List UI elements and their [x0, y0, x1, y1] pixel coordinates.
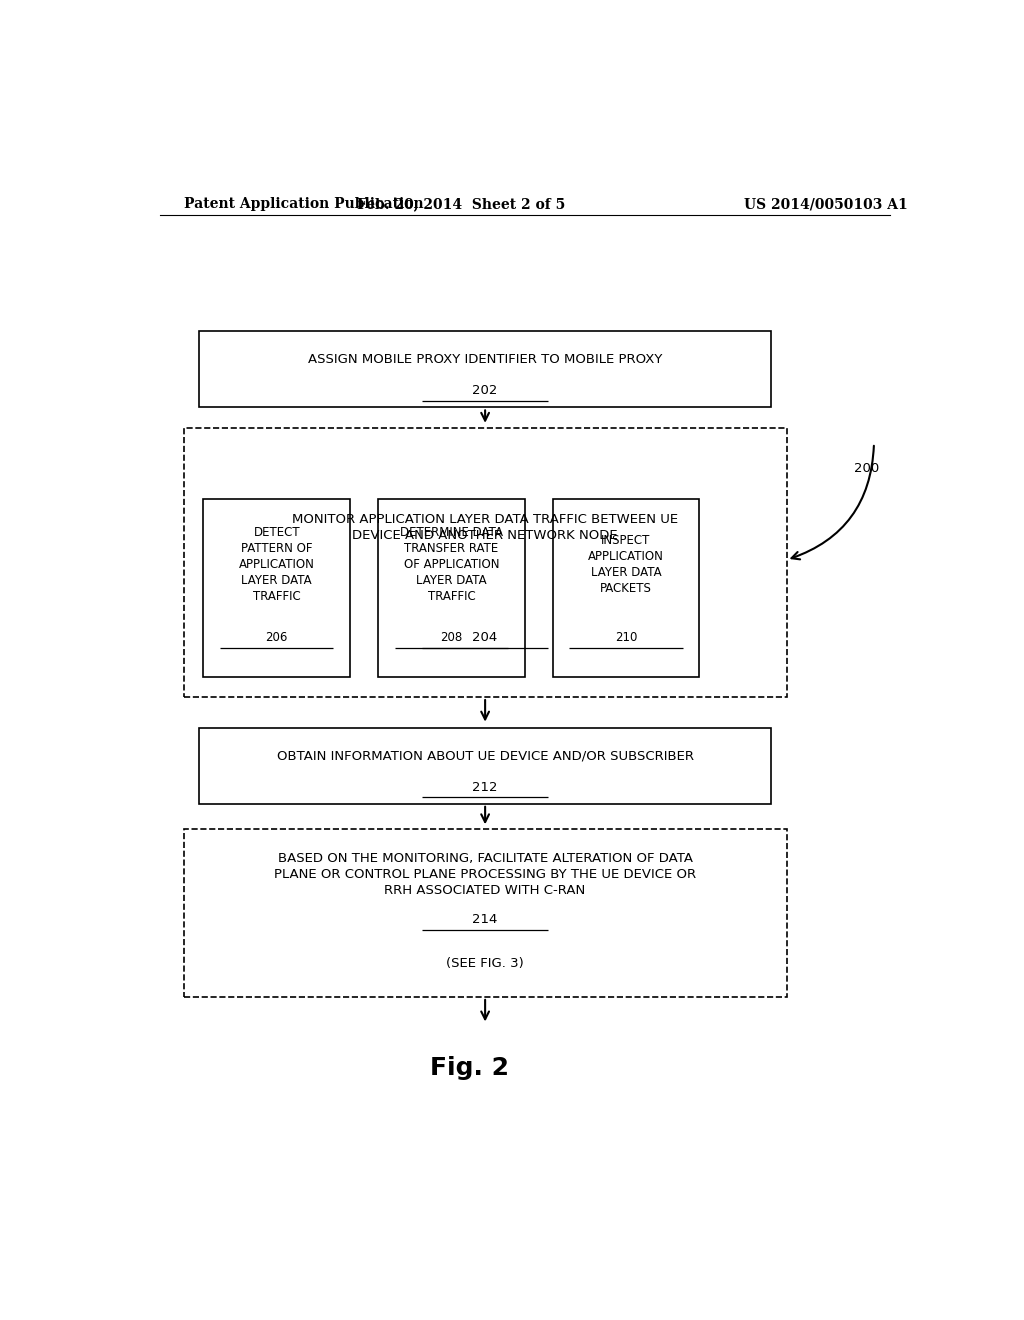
Text: 206: 206 [265, 631, 288, 644]
Text: DETERMINE DATA
TRANSFER RATE
OF APPLICATION
LAYER DATA
TRAFFIC: DETERMINE DATA TRANSFER RATE OF APPLICAT… [400, 527, 503, 603]
Text: 214: 214 [472, 913, 498, 927]
Text: OBTAIN INFORMATION ABOUT UE DEVICE AND/OR SUBSCRIBER: OBTAIN INFORMATION ABOUT UE DEVICE AND/O… [276, 750, 693, 762]
FancyBboxPatch shape [378, 499, 524, 677]
Text: Feb. 20, 2014  Sheet 2 of 5: Feb. 20, 2014 Sheet 2 of 5 [357, 197, 565, 211]
Text: ASSIGN MOBILE PROXY IDENTIFIER TO MOBILE PROXY: ASSIGN MOBILE PROXY IDENTIFIER TO MOBILE… [308, 352, 663, 366]
Text: 202: 202 [472, 384, 498, 397]
Text: Fig. 2: Fig. 2 [430, 1056, 509, 1080]
Text: Patent Application Publication: Patent Application Publication [183, 197, 423, 211]
Text: INSPECT
APPLICATION
LAYER DATA
PACKETS: INSPECT APPLICATION LAYER DATA PACKETS [588, 535, 664, 595]
Text: BASED ON THE MONITORING, FACILITATE ALTERATION OF DATA
PLANE OR CONTROL PLANE PR: BASED ON THE MONITORING, FACILITATE ALTE… [274, 851, 696, 898]
FancyBboxPatch shape [200, 727, 771, 804]
Text: 208: 208 [440, 631, 463, 644]
Text: US 2014/0050103 A1: US 2014/0050103 A1 [744, 197, 908, 211]
FancyBboxPatch shape [183, 829, 786, 997]
FancyBboxPatch shape [553, 499, 699, 677]
Text: 204: 204 [472, 631, 498, 644]
Text: (SEE FIG. 3): (SEE FIG. 3) [446, 957, 524, 970]
Text: MONITOR APPLICATION LAYER DATA TRAFFIC BETWEEN UE
DEVICE AND ANOTHER NETWORK NOD: MONITOR APPLICATION LAYER DATA TRAFFIC B… [292, 513, 678, 543]
Text: 200: 200 [854, 462, 880, 475]
FancyBboxPatch shape [183, 428, 786, 697]
FancyBboxPatch shape [200, 331, 771, 408]
Text: 210: 210 [614, 631, 637, 644]
FancyBboxPatch shape [204, 499, 350, 677]
Text: DETECT
PATTERN OF
APPLICATION
LAYER DATA
TRAFFIC: DETECT PATTERN OF APPLICATION LAYER DATA… [239, 527, 314, 603]
Text: 212: 212 [472, 780, 498, 793]
